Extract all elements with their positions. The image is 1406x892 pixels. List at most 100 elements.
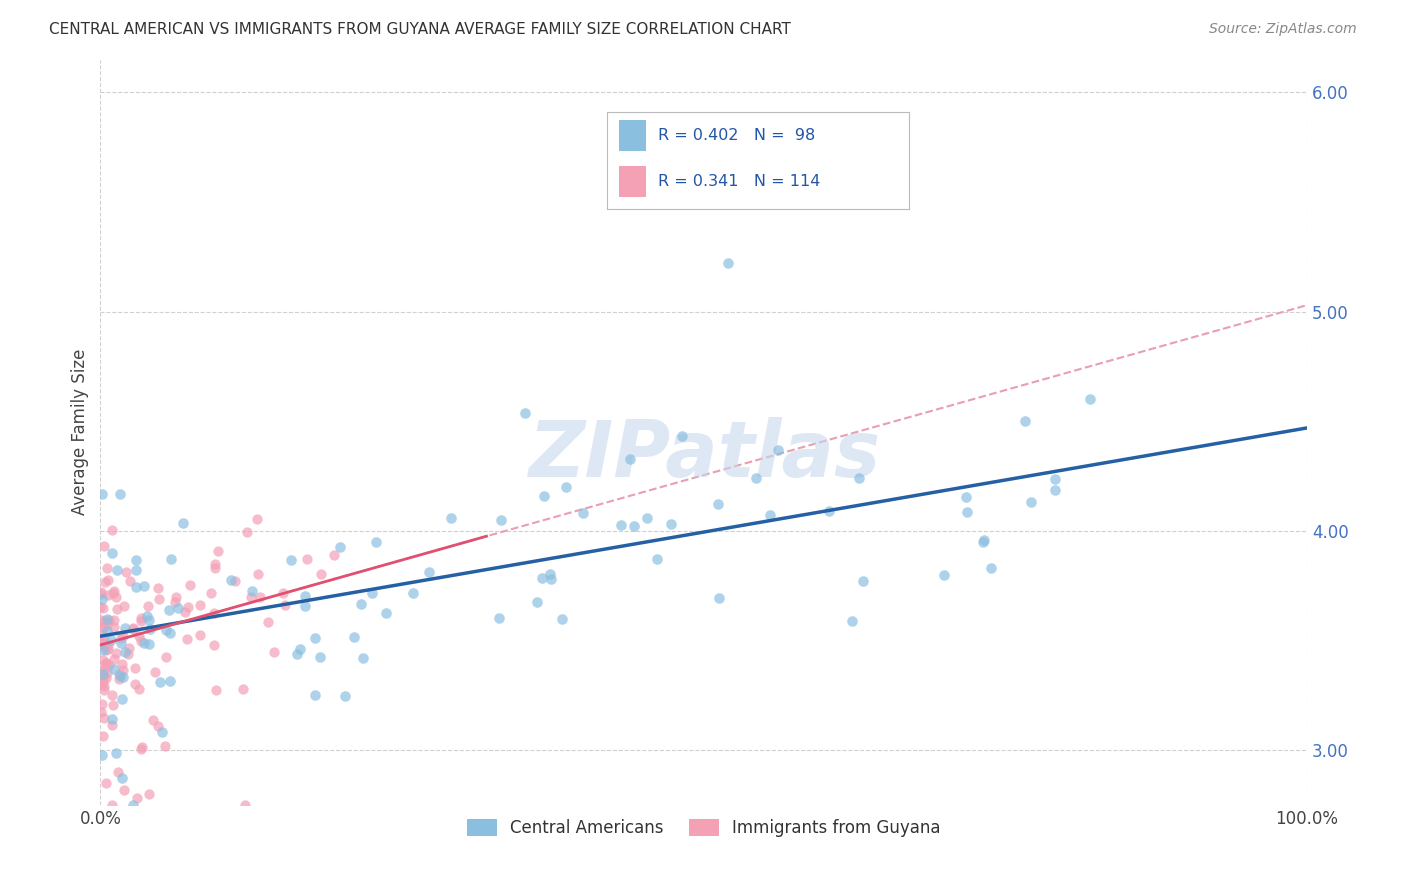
Point [174, 605, 197, 619]
Point [93, 640, 115, 654]
Point [111, 670, 134, 684]
Point [224, 574, 246, 589]
Point [91, 600, 114, 615]
Point [571, 506, 593, 520]
Point [122, 622, 145, 636]
Point [759, 508, 782, 523]
Point [143, 665, 166, 680]
Point [112, 663, 135, 677]
Point [101, 688, 124, 702]
Point [103, 651, 125, 665]
Point [94, 657, 117, 671]
Point [513, 406, 536, 420]
Point [152, 725, 174, 739]
Text: CENTRAL AMERICAN VS IMMIGRANTS FROM GUYANA AVERAGE FAMILY SIZE CORRELATION CHART: CENTRAL AMERICAN VS IMMIGRANTS FROM GUYA… [49, 22, 792, 37]
Point [110, 771, 132, 785]
Point [249, 590, 271, 604]
Point [129, 611, 152, 625]
Point [285, 647, 308, 661]
Point [202, 639, 225, 653]
Point [361, 586, 384, 600]
Point [122, 621, 145, 635]
Point [128, 629, 150, 643]
Point [111, 691, 134, 706]
Point [374, 607, 396, 621]
Point [131, 739, 153, 754]
Point [179, 578, 201, 592]
Point [94, 671, 117, 685]
Point [89, 613, 111, 627]
Point [107, 765, 129, 780]
Point [115, 566, 138, 580]
Point [172, 516, 194, 531]
Point [96, 657, 118, 671]
Point [167, 600, 190, 615]
Point [136, 599, 159, 613]
Point [128, 681, 150, 696]
Point [90, 667, 112, 681]
Point [295, 552, 318, 566]
Point [304, 631, 326, 645]
Point [93, 614, 115, 628]
Point [138, 787, 160, 801]
Point [110, 636, 132, 650]
Text: ZIPatlas: ZIPatlas [527, 417, 880, 492]
Point [280, 553, 302, 567]
Point [93, 663, 115, 677]
Point [329, 541, 352, 555]
Point [93, 673, 115, 688]
Point [114, 621, 136, 635]
Point [129, 615, 152, 629]
Point [97, 574, 120, 588]
Point [93, 683, 115, 698]
Point [103, 662, 125, 676]
Point [232, 681, 254, 696]
Point [551, 613, 574, 627]
Point [531, 572, 554, 586]
Point [717, 256, 740, 270]
Point [117, 647, 139, 661]
Point [636, 511, 658, 525]
Point [120, 809, 142, 823]
Point [90, 705, 112, 719]
Point [671, 429, 693, 443]
Point [247, 566, 270, 581]
Point [190, 599, 212, 613]
Point [138, 636, 160, 650]
Point [973, 533, 995, 547]
Point [294, 589, 316, 603]
Point [90, 697, 112, 711]
Point [709, 591, 731, 605]
Point [101, 717, 124, 731]
Point [207, 544, 229, 558]
Point [165, 590, 187, 604]
Point [349, 597, 371, 611]
Point [91, 667, 114, 681]
Point [1014, 414, 1036, 428]
Point [271, 586, 294, 600]
Point [162, 805, 184, 819]
Point [852, 574, 875, 589]
Legend: Central Americans, Immigrants from Guyana: Central Americans, Immigrants from Guyan… [458, 810, 949, 845]
Point [94, 643, 117, 657]
Point [402, 586, 425, 600]
Point [745, 471, 768, 485]
Point [90, 586, 112, 600]
Point [333, 689, 356, 703]
Point [240, 591, 263, 605]
Point [103, 583, 125, 598]
Y-axis label: Average Family Size: Average Family Size [72, 349, 89, 516]
Point [322, 549, 344, 563]
Point [246, 512, 269, 526]
Point [489, 513, 512, 527]
Point [155, 650, 177, 665]
Point [610, 517, 633, 532]
Point [89, 665, 111, 680]
Point [200, 585, 222, 599]
Point [204, 561, 226, 575]
Point [236, 524, 259, 539]
Point [91, 637, 114, 651]
Point [204, 683, 226, 698]
Point [97, 658, 120, 673]
Point [159, 673, 181, 688]
